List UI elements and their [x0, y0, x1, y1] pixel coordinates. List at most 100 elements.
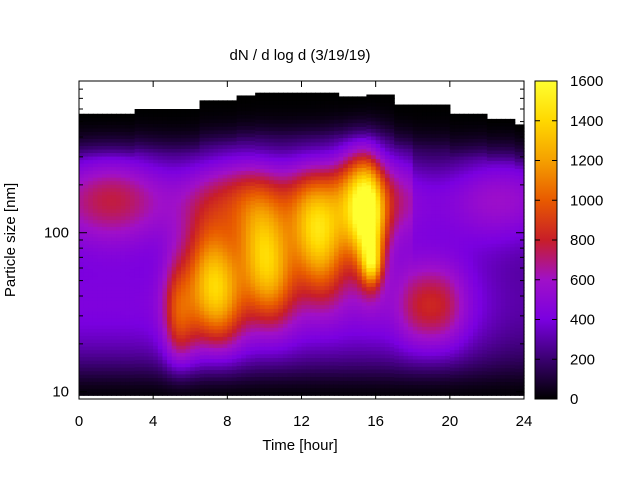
heatmap-cell — [250, 144, 256, 149]
heatmap-cell — [296, 107, 303, 113]
heatmap-cell — [338, 186, 344, 191]
heatmap-cell — [171, 384, 177, 389]
heatmap-cell — [338, 107, 344, 112]
heatmap-cell — [79, 310, 85, 315]
heatmap-cell — [97, 363, 103, 368]
heatmap-cell — [148, 298, 154, 303]
heatmap-cell — [250, 102, 256, 108]
heatmap-cell — [167, 316, 173, 321]
heatmap-cell — [310, 134, 317, 139]
heatmap-cell — [218, 244, 224, 249]
heatmap-cell — [287, 289, 293, 294]
heatmap-cell — [218, 118, 224, 124]
heatmap-cell — [92, 222, 99, 227]
heatmap-cell — [116, 279, 122, 284]
heatmap-cell — [97, 328, 103, 333]
heatmap-cell — [167, 345, 173, 350]
heatmap-cell — [245, 95, 252, 100]
heatmap-cell — [245, 204, 252, 209]
heatmap-cell — [338, 208, 344, 213]
heatmap-cell — [324, 349, 330, 355]
heatmap-cell — [320, 342, 326, 347]
heatmap-cell — [315, 179, 321, 185]
heatmap-cell — [199, 210, 205, 216]
heatmap-cell — [199, 255, 205, 260]
heatmap-cell — [176, 348, 182, 353]
heatmap-cell — [157, 166, 164, 171]
heatmap-cell — [241, 275, 247, 280]
heatmap-cell — [180, 384, 187, 389]
heatmap-cell — [222, 192, 228, 197]
heatmap-cell — [241, 279, 247, 284]
heatmap-cell — [273, 285, 279, 290]
heatmap-cell — [231, 196, 238, 201]
heatmap-cell — [259, 289, 266, 294]
heatmap-cell — [296, 262, 303, 268]
heatmap-cell — [148, 216, 154, 221]
heatmap-cell — [296, 141, 303, 147]
heatmap-cell — [129, 356, 136, 361]
heatmap-cell — [357, 230, 363, 236]
heatmap-cell — [264, 342, 270, 347]
heatmap-cell — [347, 316, 354, 322]
heatmap-cell — [213, 111, 219, 116]
heatmap-cell — [148, 384, 154, 389]
heatmap-cell — [190, 159, 196, 164]
heatmap-cell — [153, 334, 159, 339]
heatmap-cell — [125, 254, 131, 259]
heatmap-cell — [259, 243, 266, 249]
heatmap-cell — [231, 391, 238, 396]
heatmap-cell — [329, 202, 335, 207]
heatmap-cell — [153, 370, 159, 375]
heatmap-cell — [315, 187, 321, 192]
heatmap-cell — [79, 233, 85, 238]
heatmap-cell — [129, 374, 136, 379]
heatmap-cell — [125, 300, 131, 305]
heatmap-cell — [148, 352, 154, 357]
heatmap-cell — [329, 342, 335, 347]
heatmap-cell — [287, 187, 293, 192]
heatmap-cell — [287, 115, 293, 120]
heatmap-cell — [329, 346, 335, 351]
heatmap-cell — [79, 131, 85, 136]
heatmap-cell — [157, 176, 164, 182]
heatmap-cell — [106, 310, 113, 315]
heatmap-cell — [180, 234, 187, 239]
heatmap-cell — [134, 176, 140, 182]
heatmap-cell — [357, 361, 363, 366]
heatmap-cell — [264, 134, 270, 139]
heatmap-cell — [361, 275, 367, 281]
heatmap-cell — [347, 197, 354, 202]
heatmap-cell — [361, 212, 367, 217]
heatmap-cell — [338, 279, 344, 284]
heatmap-cell — [250, 252, 256, 258]
heatmap-cell — [111, 261, 117, 266]
heatmap-cell — [143, 302, 150, 307]
heatmap-cell — [278, 145, 284, 151]
heatmap-cell — [347, 242, 354, 247]
heatmap-cell — [97, 342, 103, 347]
heatmap-cell — [129, 328, 136, 333]
heatmap-cell — [83, 184, 89, 189]
heatmap-cell — [213, 266, 219, 271]
heatmap-cell — [111, 127, 117, 132]
heatmap-cell — [347, 201, 354, 206]
heatmap-cell — [218, 126, 224, 131]
heatmap-cell — [343, 283, 349, 288]
heatmap-cell — [241, 125, 247, 130]
heatmap-cell — [259, 191, 266, 196]
heatmap-cell — [296, 315, 303, 321]
heatmap-cell — [338, 156, 344, 161]
heatmap-cell — [106, 138, 113, 143]
heatmap-cell — [157, 141, 164, 146]
heatmap-cell — [199, 118, 205, 124]
heatmap-cell — [361, 144, 367, 150]
heatmap-cell — [296, 225, 303, 230]
heatmap-cell — [139, 116, 145, 121]
heatmap-cell — [129, 134, 136, 139]
heatmap-cell — [287, 168, 293, 173]
heatmap-cell — [231, 240, 238, 245]
heatmap-cell — [361, 283, 367, 288]
heatmap-cell — [167, 266, 173, 271]
heatmap-cell — [162, 355, 168, 361]
